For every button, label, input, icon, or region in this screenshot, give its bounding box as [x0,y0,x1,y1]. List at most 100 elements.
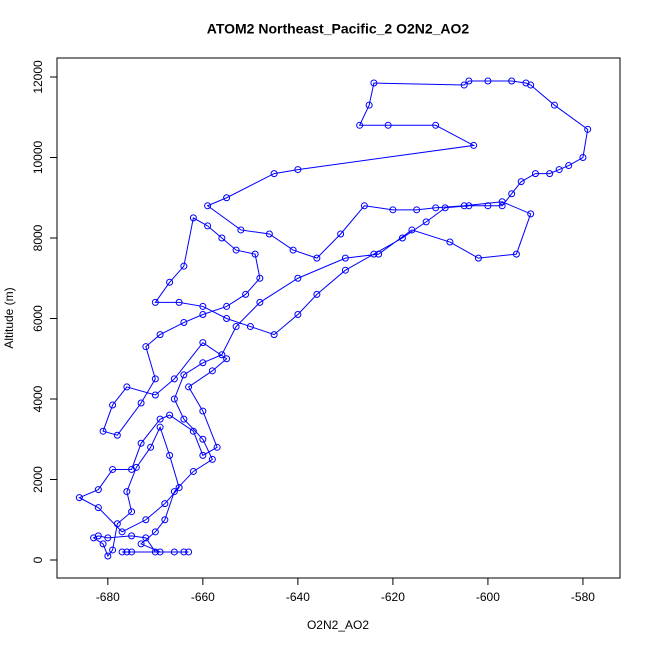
x-tick-label: -640 [286,590,310,604]
data-point [370,79,378,87]
data-point [166,451,174,459]
data-point [151,391,159,399]
data-point [579,153,587,161]
data-point [137,439,145,447]
data-point [137,399,145,407]
data-point [156,415,164,423]
data-point [517,178,525,186]
data-point [175,484,183,492]
data-point [185,383,193,391]
data-point [465,77,473,85]
data-point [522,79,530,87]
data-point [199,310,207,318]
y-tick-label: 4000 [31,385,45,412]
data-point [432,121,440,129]
data-point [441,204,449,212]
data-point [365,101,373,109]
data-point [446,238,454,246]
data-point [113,520,121,528]
data-point [460,81,468,89]
y-tick-label: 0 [31,556,45,563]
data-point [527,210,535,218]
data-point [170,395,178,403]
data-point [237,226,245,234]
data-point [161,516,169,524]
data-point [498,198,506,206]
data-point [223,315,231,323]
data-point [180,319,188,327]
data-point [484,202,492,210]
data-point [208,455,216,463]
data-point [199,302,207,310]
data-point [166,411,174,419]
data-point [265,230,273,238]
data-point [422,218,430,226]
data-point [341,254,349,262]
data-point [166,278,174,286]
data-point [270,170,278,178]
data-point [128,532,136,540]
data-line [78,80,589,557]
data-point [180,548,188,556]
data-point [123,383,131,391]
data-point [508,190,516,198]
data-point [75,494,83,502]
data-point [474,254,482,262]
data-point [294,274,302,282]
data-point [294,310,302,318]
data-point [208,367,216,375]
y-tick-label: 12000 [31,60,45,94]
data-point [123,548,131,556]
data-point [189,427,197,435]
y-axis-label: Altitude (m) [2,287,16,348]
data-point [313,290,321,298]
data-point [180,415,188,423]
data-point [142,534,150,542]
data-point [104,552,112,560]
x-tick-label: -600 [476,590,500,604]
data-point [151,298,159,306]
data-point [584,125,592,133]
data-point [142,516,150,524]
x-tick-label: -580 [571,590,595,604]
data-point [156,331,164,339]
data-point [218,234,226,242]
data-point [432,204,440,212]
data-point [498,202,506,210]
data-point [199,359,207,367]
data-point [465,202,473,210]
data-point [189,467,197,475]
data-point [398,234,406,242]
data-point [531,170,539,178]
data-point [246,323,254,331]
data-point [99,540,107,548]
data-point [118,528,126,536]
data-point [185,548,193,556]
data-point [550,101,558,109]
y-tick-label: 10000 [31,140,45,174]
data-point [161,500,169,508]
data-point [147,443,155,451]
data-point [109,401,117,409]
y-tick-label: 2000 [31,466,45,493]
data-point [413,206,421,214]
data-point [199,407,207,415]
x-tick-label: -680 [96,590,120,604]
data-point [180,371,188,379]
data-point [170,548,178,556]
data-point [199,339,207,347]
data-point [384,121,392,129]
data-point [189,214,197,222]
data-point [270,331,278,339]
data-point [180,262,188,270]
data-point [512,250,520,258]
data-point [223,194,231,202]
data-point [313,254,321,262]
data-point [337,230,345,238]
data-point [94,504,102,512]
data-point [109,465,117,473]
data-point [242,290,250,298]
data-point [123,488,131,496]
